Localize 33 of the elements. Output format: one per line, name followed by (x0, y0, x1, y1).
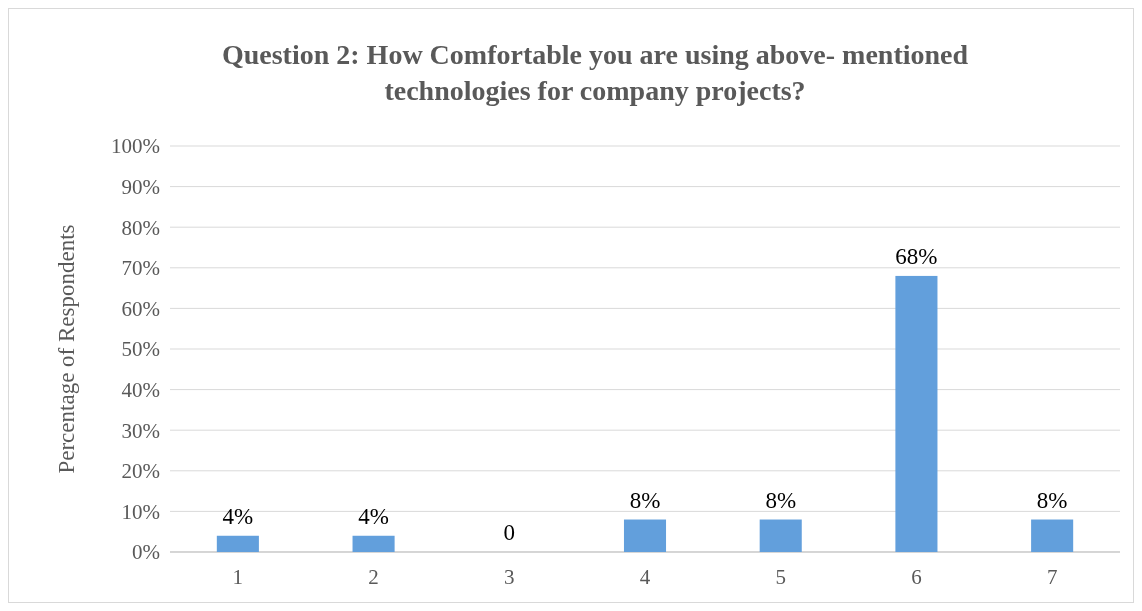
y-tick-label: 40% (121, 377, 160, 402)
x-tick-label: 2 (368, 565, 379, 589)
y-tick-label: 10% (121, 499, 160, 524)
chart-title: Question 2: How Comfortable you are using above- mentioned technologies for company projects? (221, 39, 969, 106)
bar (623, 519, 667, 552)
data-label: 0 (503, 520, 516, 545)
data-label: 8% (1036, 487, 1068, 513)
y-tick-label: 20% (121, 459, 160, 484)
y-axis-title: Percentage of Respondents (54, 224, 79, 474)
x-tick-label: 5 (775, 565, 786, 589)
bar (759, 519, 802, 552)
y-tick-label: 60% (121, 296, 160, 321)
y-tick-label: 80% (121, 215, 160, 240)
bar (352, 535, 395, 552)
bar (1031, 519, 1074, 552)
y-tick-label: 90% (121, 174, 160, 199)
bar (895, 275, 938, 552)
bar (216, 535, 259, 552)
x-tick-label: 4 (639, 565, 651, 589)
y-tick-label: 30% (121, 418, 160, 443)
data-label: 4% (358, 503, 389, 529)
y-tick-label: 100% (111, 134, 160, 159)
data-label: 8% (765, 487, 797, 513)
y-tick-label: 0% (132, 540, 160, 565)
x-tick-label: 6 (911, 565, 922, 589)
data-label: 8% (629, 487, 661, 513)
x-tick-label: 3 (504, 565, 515, 589)
x-tick-label: 1 (232, 565, 244, 589)
x-tick-label: 7 (1046, 565, 1058, 589)
y-tick-label: 70% (121, 256, 160, 281)
y-tick-label: 50% (121, 337, 160, 362)
data-label: 4% (222, 503, 254, 529)
data-label: 68% (895, 243, 938, 269)
